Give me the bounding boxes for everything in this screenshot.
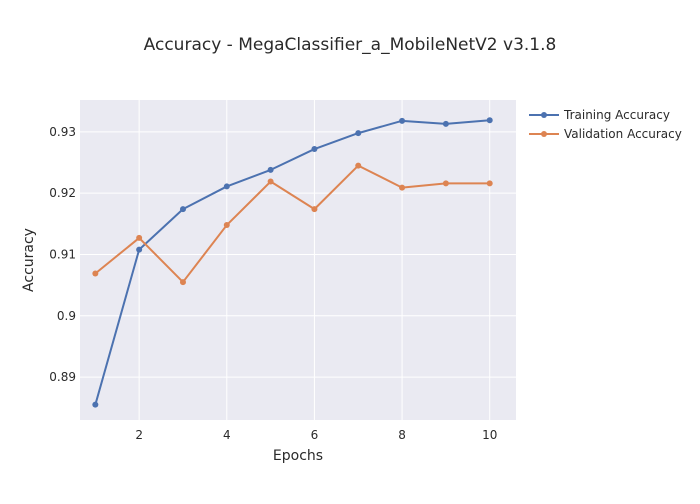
series-line [94, 119, 490, 405]
x-tick-label: 4 [223, 428, 231, 442]
grid-lines [80, 100, 516, 420]
y-tick-label: 0.89 [49, 370, 76, 384]
legend-item[interactable]: Training Accuracy [529, 108, 670, 122]
data-point[interactable] [223, 222, 230, 229]
data-point[interactable] [136, 234, 143, 241]
data-point[interactable] [311, 146, 318, 153]
data-point[interactable] [267, 178, 274, 185]
legend[interactable]: Training Accuracy Validation Accuracy [529, 108, 682, 141]
data-point[interactable] [179, 279, 186, 286]
plot-area [80, 100, 516, 420]
y-tick-label: 0.9 [57, 309, 76, 323]
series-2 [92, 162, 493, 286]
series-layer [92, 117, 493, 408]
y-tick-label: 0.91 [49, 247, 76, 261]
legend-label: Training Accuracy [563, 108, 670, 122]
series-line [94, 164, 490, 284]
legend-marker [541, 131, 547, 137]
x-tick-label: 6 [311, 428, 319, 442]
data-point[interactable] [136, 246, 143, 253]
data-point[interactable] [486, 180, 493, 187]
data-point[interactable] [92, 270, 99, 277]
data-point[interactable] [179, 206, 186, 213]
data-point[interactable] [355, 162, 362, 169]
data-point[interactable] [311, 206, 318, 213]
x-tick-label: 2 [135, 428, 143, 442]
data-point[interactable] [267, 166, 274, 173]
series-1 [92, 117, 493, 408]
data-point[interactable] [442, 120, 449, 127]
data-point[interactable] [92, 401, 99, 408]
y-axis-label: Accuracy [21, 228, 37, 292]
x-tick-label: 8 [398, 428, 406, 442]
legend-label: Validation Accuracy [564, 127, 682, 141]
data-point[interactable] [223, 183, 230, 190]
data-point[interactable] [486, 117, 493, 124]
chart-title: Accuracy - MegaClassifier_a_MobileNetV2 … [144, 35, 557, 55]
data-point[interactable] [355, 130, 362, 137]
data-point[interactable] [442, 180, 449, 187]
x-tick-label: 10 [482, 428, 497, 442]
data-point[interactable] [399, 184, 406, 191]
legend-item[interactable]: Validation Accuracy [529, 127, 682, 141]
y-tick-label: 0.93 [49, 125, 76, 139]
legend-marker [541, 112, 547, 118]
axis-ticks: 2 4 6 8 10 0.89 0.9 0.91 0.92 0.93 [49, 125, 497, 442]
data-point[interactable] [399, 117, 406, 124]
x-axis-label: Epochs [273, 448, 323, 464]
y-tick-label: 0.92 [49, 186, 76, 200]
